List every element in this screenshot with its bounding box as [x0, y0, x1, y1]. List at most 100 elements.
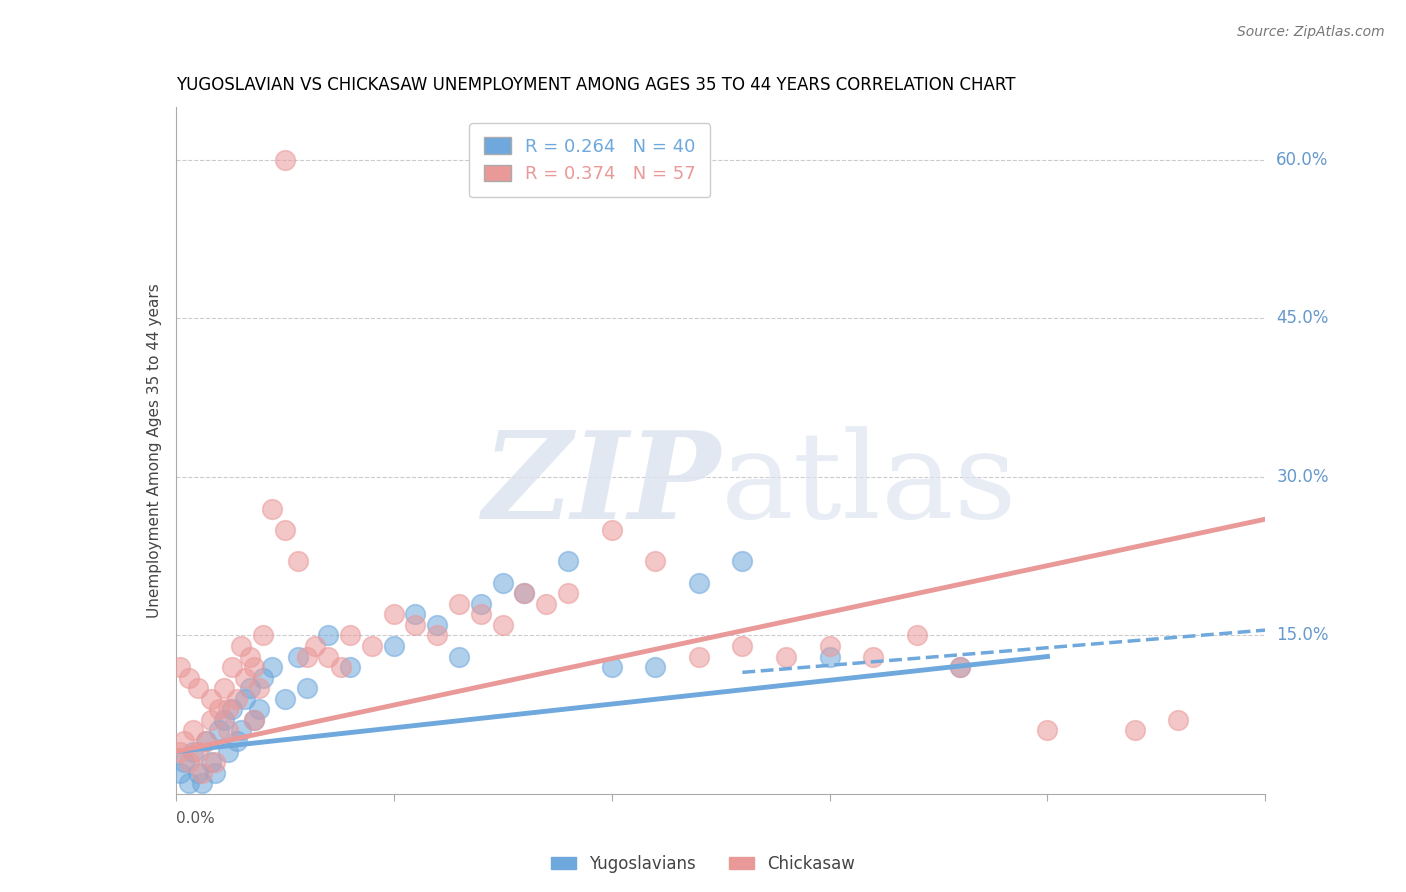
Point: [318, 628, 340, 642]
Point: [200, 713, 222, 727]
Point: [731, 639, 754, 653]
Point: [492, 575, 515, 590]
Point: [287, 649, 309, 664]
Point: [513, 586, 536, 600]
Point: [600, 523, 623, 537]
Point: [247, 681, 270, 696]
Point: [243, 660, 266, 674]
Point: [221, 702, 243, 716]
Point: [534, 597, 557, 611]
Text: 30.0%: 30.0%: [1277, 468, 1329, 486]
Point: [225, 691, 247, 706]
Point: [208, 702, 231, 716]
Point: [212, 681, 235, 696]
Point: [169, 745, 191, 759]
Point: [243, 713, 266, 727]
Point: [405, 607, 427, 622]
Text: 15.0%: 15.0%: [1277, 626, 1329, 644]
Point: [231, 639, 253, 653]
Point: [235, 671, 257, 685]
Point: [862, 649, 884, 664]
Point: [339, 660, 361, 674]
Text: atlas: atlas: [721, 426, 1017, 543]
Point: [191, 776, 214, 790]
Point: [775, 649, 797, 664]
Point: [177, 755, 200, 769]
Y-axis label: Unemployment Among Ages 35 to 44 years: Unemployment Among Ages 35 to 44 years: [146, 283, 162, 618]
Point: [688, 649, 710, 664]
Point: [382, 607, 405, 622]
Point: [905, 628, 928, 642]
Point: [557, 586, 579, 600]
Point: [470, 607, 492, 622]
Point: [295, 681, 318, 696]
Text: 0.0%: 0.0%: [176, 811, 215, 826]
Point: [274, 523, 297, 537]
Point: [186, 745, 209, 759]
Point: [239, 681, 262, 696]
Point: [260, 660, 283, 674]
Point: [208, 723, 231, 738]
Point: [186, 681, 209, 696]
Point: [225, 734, 247, 748]
Point: [217, 745, 239, 759]
Point: [304, 639, 326, 653]
Point: [217, 702, 239, 716]
Point: [330, 660, 353, 674]
Point: [191, 765, 214, 780]
Point: [200, 755, 222, 769]
Point: [235, 691, 257, 706]
Point: [239, 649, 262, 664]
Point: [1167, 713, 1189, 727]
Legend: R = 0.264   N = 40, R = 0.374   N = 57: R = 0.264 N = 40, R = 0.374 N = 57: [470, 123, 710, 197]
Point: [644, 660, 666, 674]
Point: [360, 639, 382, 653]
Legend: Yugoslavians, Chickasaw: Yugoslavians, Chickasaw: [544, 848, 862, 880]
Point: [252, 628, 274, 642]
Point: [221, 660, 243, 674]
Point: [177, 671, 200, 685]
Point: [169, 660, 191, 674]
Point: [173, 734, 195, 748]
Point: [177, 776, 200, 790]
Point: [260, 501, 283, 516]
Point: [217, 723, 239, 738]
Point: [447, 597, 470, 611]
Point: [513, 586, 536, 600]
Point: [252, 671, 274, 685]
Text: ZIP: ZIP: [482, 425, 721, 544]
Point: [169, 765, 191, 780]
Point: [382, 639, 405, 653]
Point: [247, 702, 270, 716]
Point: [949, 660, 972, 674]
Text: YUGOSLAVIAN VS CHICKASAW UNEMPLOYMENT AMONG AGES 35 TO 44 YEARS CORRELATION CHAR: YUGOSLAVIAN VS CHICKASAW UNEMPLOYMENT AM…: [176, 77, 1015, 95]
Point: [195, 734, 218, 748]
Point: [243, 713, 266, 727]
Point: [731, 554, 754, 568]
Point: [688, 575, 710, 590]
Point: [200, 691, 222, 706]
Point: [447, 649, 470, 664]
Point: [295, 649, 318, 664]
Text: 45.0%: 45.0%: [1277, 310, 1329, 327]
Point: [181, 745, 204, 759]
Point: [600, 660, 623, 674]
Text: 60.0%: 60.0%: [1277, 151, 1329, 169]
Point: [231, 723, 253, 738]
Point: [212, 713, 235, 727]
Point: [949, 660, 972, 674]
Point: [426, 617, 449, 632]
Point: [492, 617, 515, 632]
Point: [204, 755, 226, 769]
Point: [173, 755, 195, 769]
Point: [470, 597, 492, 611]
Point: [1036, 723, 1059, 738]
Point: [195, 734, 218, 748]
Point: [1123, 723, 1146, 738]
Point: [426, 628, 449, 642]
Point: [557, 554, 579, 568]
Point: [818, 639, 841, 653]
Point: [186, 765, 209, 780]
Point: [644, 554, 666, 568]
Text: Source: ZipAtlas.com: Source: ZipAtlas.com: [1237, 25, 1385, 39]
